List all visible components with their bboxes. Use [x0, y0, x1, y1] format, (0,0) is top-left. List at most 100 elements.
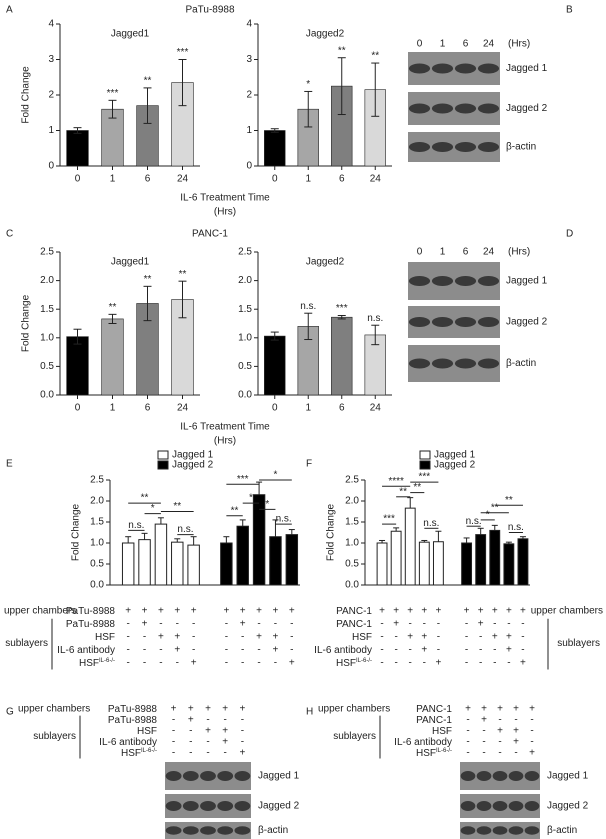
blot-band — [431, 63, 454, 74]
bar — [66, 130, 89, 167]
row-label: PANC-1 — [336, 606, 372, 617]
row-label-text: HSF — [79, 658, 99, 669]
condition-cell: - — [290, 619, 293, 630]
y-tick-label: 2.0 — [238, 275, 252, 286]
blot-band — [408, 317, 431, 327]
condition-cell: - — [479, 658, 482, 669]
condition-cell: - — [530, 737, 533, 748]
y-tick-label: 1.5 — [90, 517, 104, 528]
y-tick-label: 2.5 — [238, 247, 252, 258]
error-bar — [223, 536, 230, 543]
condition-cell: - — [409, 645, 412, 656]
panel-letter: B — [566, 5, 573, 16]
y-tick-label: 3 — [48, 54, 54, 65]
row-label: HSFIL-6-/- — [121, 748, 157, 759]
error-bar — [108, 99, 117, 119]
panel-letter: D — [566, 229, 573, 240]
significance-label: ** — [179, 269, 187, 280]
y-tick-label: 0.0 — [345, 580, 359, 591]
condition-cell: - — [380, 619, 383, 630]
blot-band — [431, 142, 454, 152]
significance-label: ** — [231, 505, 239, 516]
condition-cell: + — [492, 632, 498, 643]
error-bar — [270, 128, 279, 133]
condition-cell: - — [225, 658, 228, 669]
condition-cell: + — [256, 632, 262, 643]
condition-cell: - — [498, 715, 501, 726]
significance-label: ** — [371, 51, 379, 62]
condition-cell: - — [409, 658, 412, 669]
error-bar — [178, 280, 187, 319]
significance-label: *** — [237, 474, 249, 485]
blot-time-label: 6 — [463, 39, 469, 50]
bar — [154, 523, 168, 586]
y-tick-label: 0.5 — [238, 361, 252, 372]
y-tick-label: 1 — [246, 125, 252, 136]
bar — [121, 542, 135, 586]
significance-label: ** — [338, 45, 346, 56]
blot-band — [508, 771, 524, 781]
condition-cell: - — [498, 748, 501, 759]
significance-label: ** — [173, 501, 181, 512]
condition-cell: + — [174, 645, 180, 656]
significance-label: * — [249, 493, 253, 504]
condition-cell: + — [506, 606, 512, 617]
condition-cell: - — [159, 658, 162, 669]
bar — [264, 130, 286, 167]
condition-cell: + — [506, 645, 512, 656]
condition-cell: - — [224, 715, 227, 726]
y-tick-label: 1.5 — [40, 304, 54, 315]
y-tick-label: 2.0 — [40, 275, 54, 286]
row-label: PANC-1 — [336, 619, 372, 630]
condition-cell: + — [188, 715, 194, 726]
blot-band — [217, 801, 234, 811]
blot-band — [217, 771, 234, 781]
condition-cell: - — [241, 726, 244, 737]
blot-band — [477, 317, 500, 327]
condition-cell: - — [257, 658, 260, 669]
x-tick-label: 24 — [177, 403, 189, 414]
row-label-text: PaTu-8988 — [108, 704, 158, 715]
significance-label: ** — [413, 482, 421, 493]
condition-cell: - — [172, 748, 175, 759]
blot-band — [454, 63, 477, 74]
blot-band — [524, 771, 540, 781]
condition-cell: + — [174, 606, 180, 617]
condition-cell: - — [176, 619, 179, 630]
x-tick-label: 0 — [75, 174, 81, 185]
condition-cell: + — [529, 704, 535, 715]
bar — [236, 525, 249, 586]
bar — [101, 318, 124, 396]
significance-label: * — [265, 499, 269, 510]
panel-letter: E — [6, 459, 13, 470]
x-tick-label: 24 — [370, 174, 382, 185]
panel-letter: A — [6, 5, 13, 16]
y-axis-label: Fold Change — [71, 503, 82, 561]
condition-cell: - — [521, 632, 524, 643]
condition-cell: - — [423, 658, 426, 669]
y-tick-label: 2.0 — [90, 496, 104, 507]
significance-label: *** — [177, 47, 189, 58]
error-bar — [108, 313, 117, 324]
blot-band — [454, 103, 477, 114]
condition-cell: - — [241, 645, 244, 656]
blot-band — [431, 317, 454, 327]
condition-cell: - — [394, 658, 397, 669]
significance-label: n.s. — [300, 301, 316, 312]
error-bar — [337, 57, 346, 116]
condition-cell: + — [513, 726, 519, 737]
blot-band — [408, 142, 431, 152]
condition-cell: - — [290, 645, 293, 656]
condition-cell: + — [240, 619, 246, 630]
row-label: IL-6 antibody — [57, 645, 115, 656]
condition-cell: + — [222, 726, 228, 737]
error-bar — [125, 536, 132, 543]
row-label: IL-6 antibody — [314, 645, 372, 656]
condition-cell: - — [498, 737, 501, 748]
condition-cell: + — [158, 632, 164, 643]
blot-band — [477, 276, 500, 286]
legend-label: Jagged 1 — [172, 450, 214, 461]
condition-cell: + — [239, 748, 245, 759]
blot-band — [454, 276, 477, 286]
condition-cell: - — [225, 645, 228, 656]
